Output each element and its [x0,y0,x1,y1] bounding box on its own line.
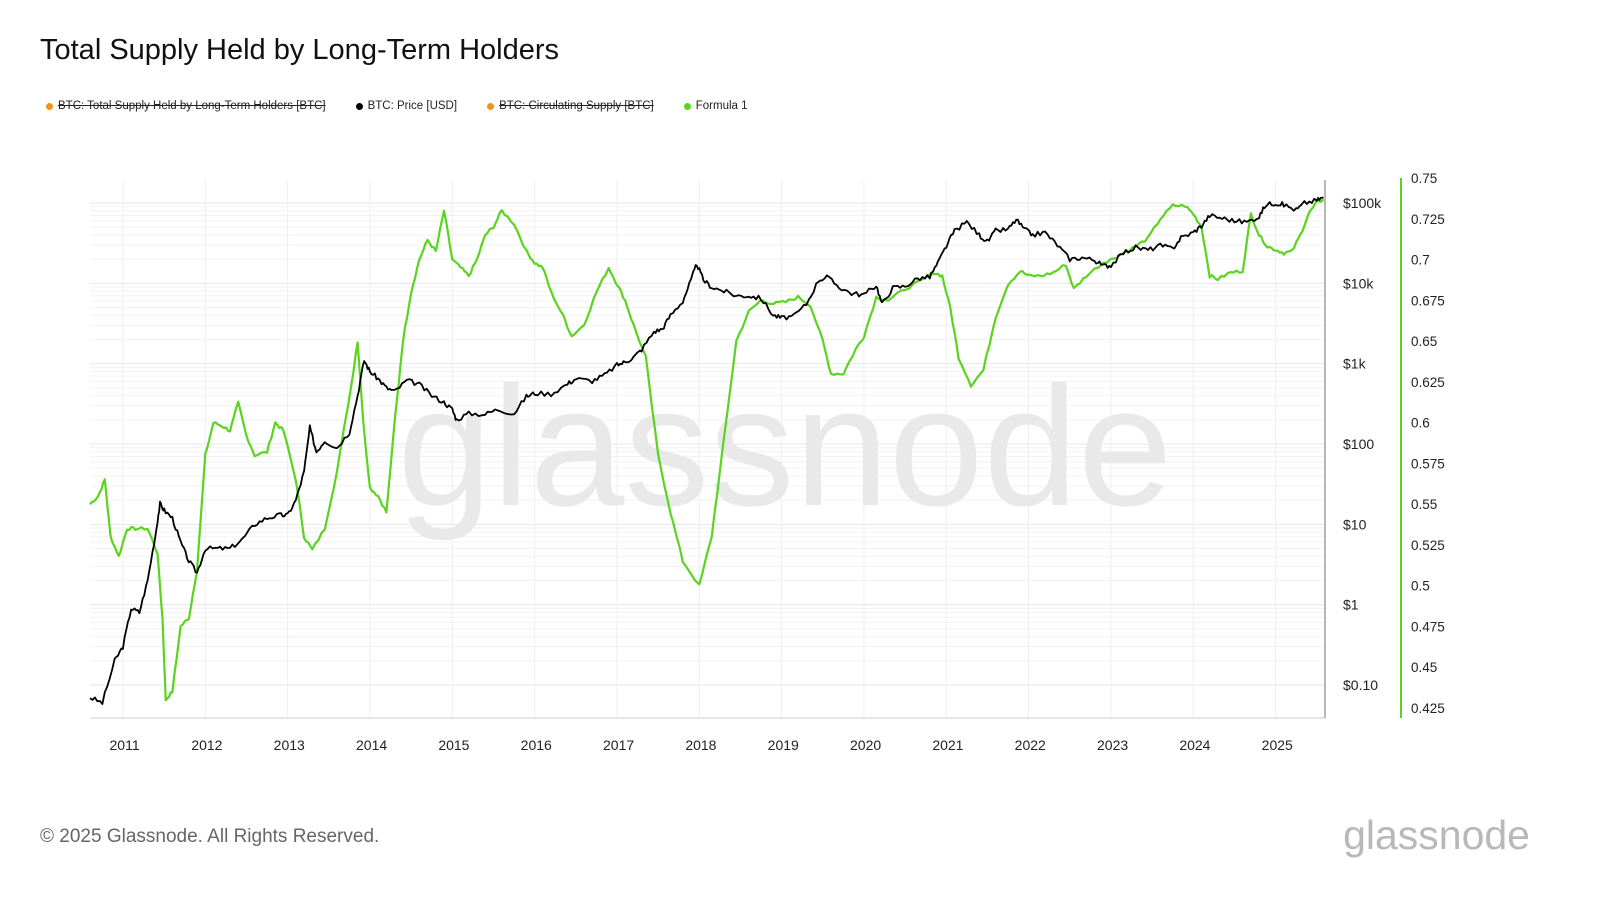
axes: 2011 2012 2013 2014 2015 2016 2017 2018 2019 2020… [90,171,1445,753]
y-right-tick-label: 0.5 [1411,579,1430,594]
x-tick-label: 2021 [932,737,963,753]
x-tick-label: 2013 [274,737,305,753]
y-right-tick-label: 0.425 [1411,701,1445,716]
x-tick-label: 2014 [356,737,387,753]
legend-dot-icon [487,102,495,110]
y-right-tick-label: 0.75 [1411,171,1437,186]
y-left-tick-label: $0.10 [1343,677,1378,693]
x-tick-label: 2011 [110,737,140,753]
legend-label: BTC: Price [USD] [367,100,458,112]
y-left-tick-label: $100k [1343,195,1382,211]
legend-label: Formula 1 [695,100,748,112]
watermark: glassnode [397,352,1172,542]
legend-item-circulating-supply[interactable]: BTC: Circulating Supply [BTC] [487,100,654,112]
y-left-tick-label: $10 [1343,516,1367,532]
y-right-tick-label: 0.575 [1411,456,1445,471]
legend-item-price[interactable]: BTC: Price [USD] [355,100,458,112]
grid [90,180,1325,718]
x-tick-label: 2015 [438,737,469,753]
y-right-tick-label: 0.7 [1411,253,1430,268]
copyright-footer: © 2025 Glassnode. All Rights Reserved. [40,826,380,847]
glassnode-logo: glassnode [1343,812,1530,858]
x-tick-label: 2019 [768,737,799,753]
legend-item-lth-supply[interactable]: BTC: Total Supply Held by Long-Term Hold… [46,100,326,112]
x-tick-label: 2022 [1015,737,1046,753]
x-tick-label: 2016 [521,737,552,753]
y-left-tick-label: $10k [1343,275,1374,291]
x-tick-label: 2018 [685,737,716,753]
x-tick-label: 2012 [191,737,222,753]
y-left-tick-label: $1k [1343,356,1367,372]
series-lines [89,196,1325,705]
y-left-tick-label: $1 [1343,597,1359,613]
y-left-tick-label: $100 [1343,436,1374,452]
series-line-btc-price [89,196,1324,705]
chart-title: Total Supply Held by Long-Term Holders [40,34,560,66]
y-right-tick-label: 0.55 [1411,497,1437,512]
y-right-tick-label: 0.725 [1411,212,1445,227]
y-right-tick-label: 0.525 [1411,538,1445,553]
legend-item-formula-1[interactable]: Formula 1 [683,100,748,112]
legend-dot-icon [355,102,363,110]
x-tick-label: 2023 [1097,737,1128,753]
legend-dot-icon [683,102,691,110]
x-tick-label: 2017 [603,737,634,753]
y-right-tick-label: 0.675 [1411,293,1445,308]
legend: BTC: Total Supply Held by Long-Term Hold… [46,100,778,112]
y-right-tick-label: 0.6 [1411,416,1430,431]
y-right-tick-label: 0.475 [1411,619,1445,634]
y-right-tick-label: 0.625 [1411,375,1445,390]
y-right-tick-label: 0.65 [1411,334,1437,349]
x-tick-label: 2024 [1179,737,1210,753]
legend-dot-icon [46,102,53,110]
legend-label: BTC: Circulating Supply [BTC] [499,100,654,112]
x-tick-label: 2025 [1262,737,1293,753]
y-right-tick-label: 0.45 [1411,660,1437,675]
legend-label: BTC: Total Supply Held by Long-Term Hold… [58,100,326,112]
x-tick-label: 2020 [850,737,881,753]
